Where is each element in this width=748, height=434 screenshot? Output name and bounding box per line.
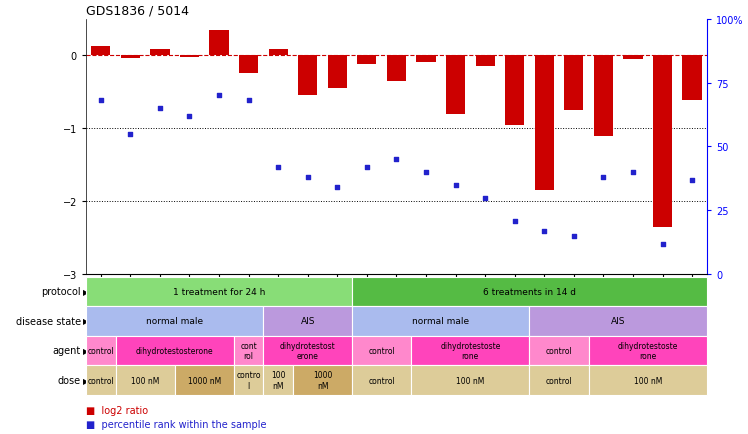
- Text: 100 nM: 100 nM: [131, 376, 159, 385]
- Point: [242, 98, 254, 105]
- Text: dihydrotestosterone: dihydrotestosterone: [136, 346, 213, 355]
- Text: 1000 nM: 1000 nM: [188, 376, 221, 385]
- Bar: [328, 56, 347, 89]
- Bar: [594, 56, 613, 136]
- Bar: [91, 47, 111, 56]
- Text: control: control: [88, 376, 114, 385]
- Point: [509, 218, 521, 225]
- Text: 100 nM: 100 nM: [634, 376, 662, 385]
- Point: [568, 233, 580, 240]
- Point: [183, 113, 195, 120]
- Bar: [417, 56, 435, 63]
- Text: control: control: [545, 346, 572, 355]
- Point: [331, 184, 343, 191]
- Bar: [120, 56, 140, 59]
- Text: contro
l: contro l: [236, 371, 261, 390]
- Text: AIS: AIS: [611, 317, 625, 326]
- Bar: [564, 56, 583, 111]
- Text: dihydrotestoste
rone: dihydrotestoste rone: [440, 341, 500, 360]
- Text: disease state: disease state: [16, 316, 81, 326]
- Text: ▶: ▶: [83, 287, 89, 296]
- Point: [272, 164, 284, 171]
- Text: 1000
nM: 1000 nM: [313, 371, 332, 390]
- Bar: [180, 56, 199, 57]
- Bar: [387, 56, 406, 82]
- Point: [479, 195, 491, 202]
- Point: [598, 174, 610, 181]
- Bar: [209, 30, 229, 56]
- Point: [124, 131, 136, 138]
- Bar: [653, 56, 672, 227]
- Text: GDS1836 / 5014: GDS1836 / 5014: [86, 4, 189, 17]
- Text: control: control: [88, 346, 114, 355]
- Point: [539, 228, 551, 235]
- Point: [420, 169, 432, 176]
- Text: ■  log2 ratio: ■ log2 ratio: [86, 405, 148, 415]
- Bar: [505, 56, 524, 125]
- Bar: [239, 56, 258, 74]
- Text: protocol: protocol: [41, 287, 81, 296]
- Bar: [358, 56, 376, 65]
- Text: normal male: normal male: [146, 317, 203, 326]
- Point: [450, 182, 462, 189]
- Point: [95, 98, 107, 105]
- Text: agent: agent: [52, 346, 81, 355]
- Point: [686, 177, 698, 184]
- Text: ▶: ▶: [83, 376, 89, 385]
- Bar: [535, 56, 554, 191]
- Bar: [682, 56, 702, 101]
- Text: 1 treatment for 24 h: 1 treatment for 24 h: [173, 287, 266, 296]
- Text: 100
nM: 100 nM: [271, 371, 286, 390]
- Point: [154, 105, 166, 112]
- Text: cont
rol: cont rol: [240, 341, 257, 360]
- Text: 100 nM: 100 nM: [456, 376, 485, 385]
- Point: [390, 156, 402, 163]
- Bar: [298, 56, 317, 96]
- Text: ■  percentile rank within the sample: ■ percentile rank within the sample: [86, 419, 266, 429]
- Point: [627, 169, 639, 176]
- Text: dihydrotestoste
rone: dihydrotestoste rone: [618, 341, 678, 360]
- Text: control: control: [545, 376, 572, 385]
- Point: [213, 92, 225, 99]
- Text: dose: dose: [58, 375, 81, 385]
- Point: [301, 174, 313, 181]
- Text: normal male: normal male: [412, 317, 469, 326]
- Text: 6 treatments in 14 d: 6 treatments in 14 d: [483, 287, 576, 296]
- Text: ▶: ▶: [83, 317, 89, 326]
- Bar: [150, 50, 170, 56]
- Bar: [269, 50, 288, 56]
- Text: dihydrotestost
erone: dihydrotestost erone: [280, 341, 336, 360]
- Bar: [446, 56, 465, 114]
- Bar: [623, 56, 643, 59]
- Text: AIS: AIS: [301, 317, 315, 326]
- Point: [361, 164, 373, 171]
- Text: control: control: [368, 376, 395, 385]
- Bar: [476, 56, 494, 67]
- Text: ▶: ▶: [83, 346, 89, 355]
- Point: [657, 240, 669, 247]
- Text: control: control: [368, 346, 395, 355]
